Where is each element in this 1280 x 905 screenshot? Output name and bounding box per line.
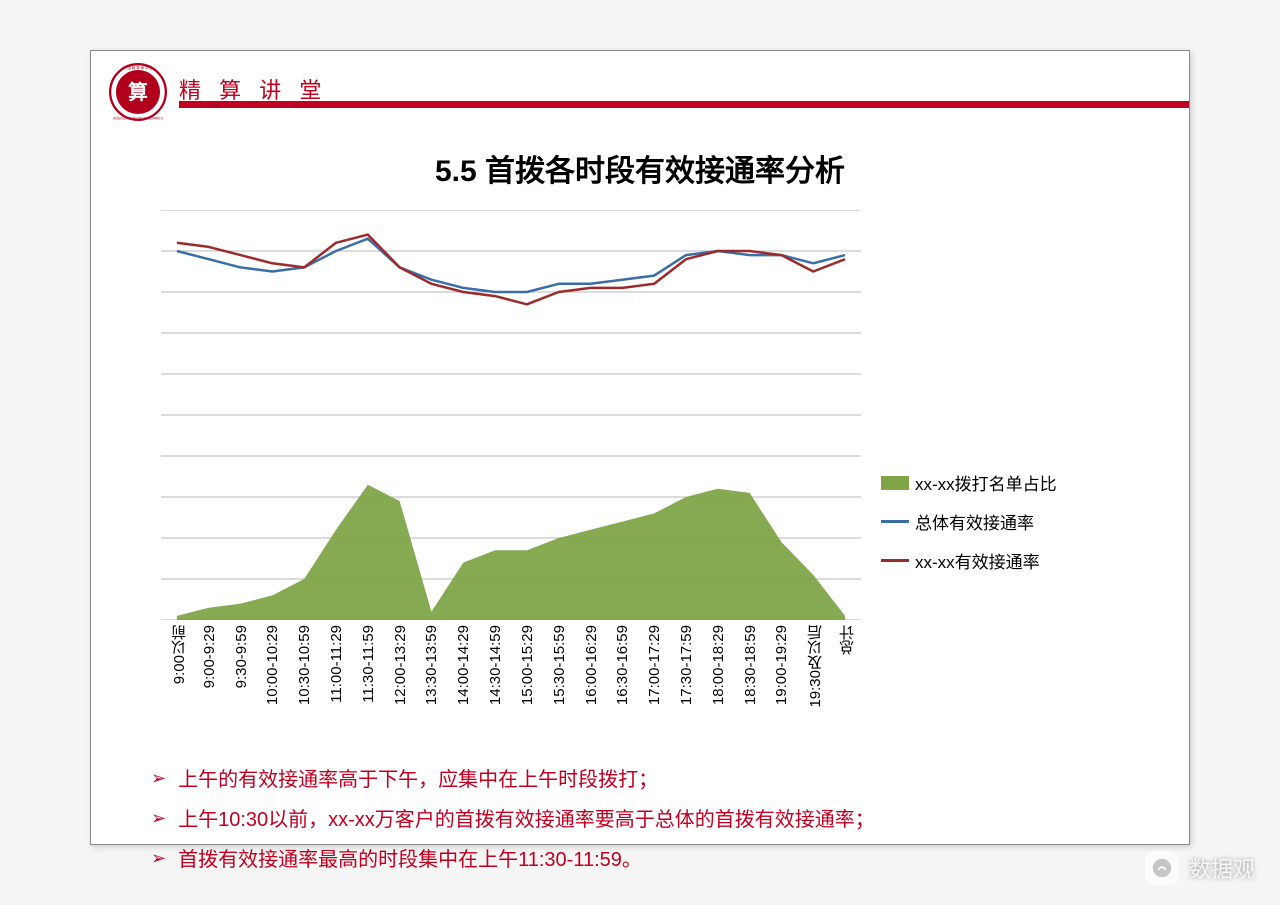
x-axis-label: 17:00-17:29 <box>646 625 663 705</box>
bullet-arrow-icon: ➢ <box>151 840 166 876</box>
slide-title: 5.5 首拨各时段有效接通率分析 <box>91 146 1189 190</box>
svg-text:ASSOCIATION OF ACTUARIES: ASSOCIATION OF ACTUARIES <box>113 116 164 120</box>
line-series <box>177 235 845 305</box>
watermark-logo-icon <box>1145 851 1179 885</box>
legend-label: xx-xx有效接通率 <box>915 548 1040 573</box>
x-axis-label: 10:00-10:29 <box>264 625 281 705</box>
x-axis-label: 19:00-19:29 <box>773 625 790 705</box>
legend-item: xx-xx有效接通率 <box>881 548 1057 573</box>
x-axis-label: 16:00-16:29 <box>583 625 600 705</box>
x-axis-label: 19:30及以后 <box>805 625 826 708</box>
legend-item: 总体有效接通率 <box>881 509 1057 534</box>
combo-chart <box>161 210 861 620</box>
x-axis-label: 9:00以前 <box>169 625 190 684</box>
x-axis-label: 13:30-13:59 <box>423 625 440 705</box>
legend-swatch-icon <box>881 476 909 490</box>
bullet-text: 上午的有效接通率高于下午，应集中在上午时段拨打； <box>178 760 658 800</box>
svg-text:中 国 精 算 师 协 会: 中 国 精 算 师 协 会 <box>123 65 154 70</box>
slide-container: 算 中 国 精 算 师 协 会 ASSOCIATION OF ACTUARIES… <box>90 50 1190 845</box>
svg-text:算: 算 <box>128 81 148 104</box>
x-axis-label: 11:30-11:59 <box>360 625 377 703</box>
chart-container: 9:00以前9:00-9:299:30-9:5910:00-10:2910:30… <box>161 210 1159 620</box>
bullet-text: 上午10:30以前，xx-xx万客户的首拨有效接通率要高于总体的首拨有效接通率； <box>178 800 875 840</box>
bullet-arrow-icon: ➢ <box>151 800 166 836</box>
legend-line-icon <box>881 520 909 523</box>
x-axis-label: 14:30-14:59 <box>487 625 504 705</box>
analysis-bullets: ➢ 上午的有效接通率高于下午，应集中在上午时段拨打； ➢ 上午10:30以前，xx-x… <box>151 760 1159 880</box>
x-axis-label: 10:30-10:59 <box>296 625 313 705</box>
header: 算 中 国 精 算 师 协 会 ASSOCIATION OF ACTUARIES… <box>91 51 1189 116</box>
x-axis-label: 17:30-17:59 <box>678 625 695 705</box>
bullet-item: ➢ 上午10:30以前，xx-xx万客户的首拨有效接通率要高于总体的首拨有效接通率… <box>151 800 1159 840</box>
bullet-text: 首拨有效接通率最高的时段集中在上午11:30-11:59。 <box>178 840 642 880</box>
bullet-item: ➢ 首拨有效接通率最高的时段集中在上午11:30-11:59。 <box>151 840 1159 880</box>
line-series <box>177 239 845 292</box>
x-axis-label: 15:00-15:29 <box>519 625 536 705</box>
legend-label: xx-xx拨打名单占比 <box>915 470 1057 495</box>
x-axis-label: 11:00-11:29 <box>328 625 345 703</box>
x-axis-label: 18:30-18:59 <box>742 625 759 705</box>
legend-item: xx-xx拨打名单占比 <box>881 470 1057 495</box>
x-axis-label: 14:00-14:29 <box>455 625 472 705</box>
x-axis-label: 16:30-16:59 <box>614 625 631 705</box>
legend-label: 总体有效接通率 <box>915 509 1034 534</box>
watermark: 数据观 <box>1145 851 1255 885</box>
x-axis-label: 9:00-9:29 <box>201 625 218 688</box>
x-axis-label: 12:00-13:29 <box>392 625 409 705</box>
area-series <box>177 485 845 620</box>
x-axis-label: 15:30-15:59 <box>551 625 568 705</box>
bullet-arrow-icon: ➢ <box>151 760 166 796</box>
x-axis-labels: 9:00以前 9:00-9:29 9:30-9:59 10:00-10:29 10:30… <box>161 625 861 745</box>
header-underline <box>179 101 1189 107</box>
watermark-text: 数据观 <box>1189 852 1255 884</box>
legend: xx-xx拨打名单占比总体有效接通率 xx-xx有效接通率 <box>881 470 1057 587</box>
x-axis-label: 18:00-18:29 <box>710 625 727 705</box>
legend-line-icon <box>881 559 909 562</box>
bullet-item: ➢ 上午的有效接通率高于下午，应集中在上午时段拨打； <box>151 760 1159 800</box>
brand-logo: 算 中 国 精 算 师 协 会 ASSOCIATION OF ACTUARIES <box>109 63 167 121</box>
x-axis-label: 9:30-9:59 <box>233 625 250 688</box>
x-axis-label: 总计 <box>837 625 858 655</box>
